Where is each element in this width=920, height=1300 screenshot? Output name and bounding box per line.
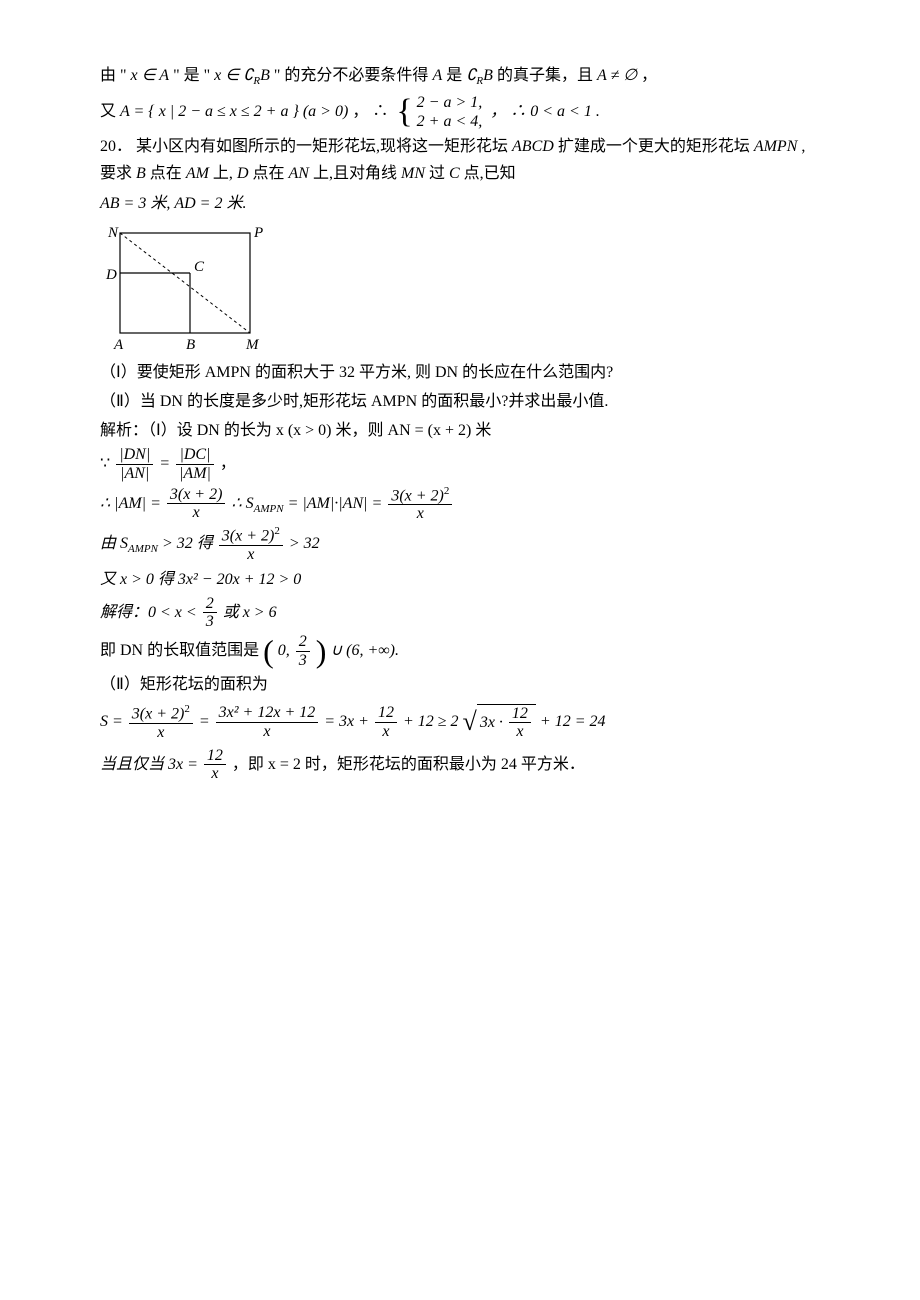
question-part-I: （Ⅰ）要使矩形 AMPN 的面积大于 32 平方米, 则 DN 的长应在什么范围… (100, 359, 820, 386)
math-A: A (432, 67, 442, 84)
solution-II-head: （Ⅱ）矩形花坛的面积为 (100, 671, 820, 698)
text: " 是 " (173, 67, 210, 84)
label-D: D (105, 267, 117, 283)
text: 是 (446, 67, 466, 84)
math-set-A: A = { x | 2 − a ≤ x ≤ 2 + a } (a > 0) (120, 103, 348, 120)
text: " 的充分不必要条件得 (274, 67, 433, 84)
text: 由 " (100, 67, 127, 84)
solution-I-AM: ∴ |AM| = 3(x + 2) x ∴ SAMPN = |AM|·|AN| … (100, 485, 820, 524)
math-x-in-A: x ∈ A (131, 67, 170, 84)
brace-system: { 2 − a > 1, 2 + a < 4, (396, 93, 482, 131)
frac-DC-AM: |DC| |AM| (176, 446, 214, 482)
label-M: M (245, 337, 260, 353)
label-C: C (194, 259, 205, 275)
math-x-in-complB: x ∈ ∁RB (214, 67, 274, 84)
frac-3xplus2sq-x: 3(x + 2)2 x (388, 485, 452, 524)
text: 又 (100, 103, 120, 120)
label-N: N (107, 225, 119, 241)
frac-DN-AN: |DN| |AN| (116, 446, 153, 482)
frac-2-3: 2 3 (203, 595, 217, 631)
label-P: P (253, 225, 263, 241)
text: ， (641, 67, 657, 84)
solution-I-ratio: ∵ |DN| |AN| = |DC| |AM| ， (100, 446, 820, 482)
math-complB: ∁RB (466, 67, 497, 84)
solution-I-ineq: 由 SAMPN > 32 得 3(x + 2)2 x > 32 (100, 525, 820, 564)
rectangle-diagram: N P D C A B M (100, 223, 270, 353)
question-20-given: AB = 3 米, AD = 2 米. (100, 190, 820, 217)
paragraph-proof-2: 又 A = { x | 2 − a ≤ x ≤ 2 + a } (a > 0) … (100, 93, 820, 131)
text: ， ∴ (352, 103, 388, 120)
label-B: B (186, 337, 195, 353)
solution-I-head: 解析：（Ⅰ）设 DN 的长为 x (x > 0) 米，则 AN = (x + 2… (100, 417, 820, 444)
solution-I-quadratic: 又 x > 0 得 3x² − 20x + 12 > 0 (100, 566, 820, 593)
text: 某小区内有如图所示的一矩形花坛,现将这一矩形花坛 (136, 138, 512, 155)
system-row-2: 2 + a < 4, (417, 113, 483, 130)
sqrt-expression: √ 3x · 12 x (463, 700, 536, 744)
question-20: 20． 某小区内有如图所示的一矩形花坛,现将这一矩形花坛 ABCD 扩建成一个更… (100, 133, 820, 187)
question-number: 20． (100, 138, 132, 155)
frac-2-3b: 2 3 (296, 633, 310, 669)
frac-ineq: 3(x + 2)2 x (219, 525, 283, 564)
paragraph-proof-1: 由 " x ∈ A " 是 " x ∈ ∁RB " 的充分不必要条件得 A 是 … (100, 62, 820, 91)
solution-II-iff: 当且仅当 3x = 12 x ，即 x = 2 时，矩形花坛的面积最小为 24 … (100, 747, 820, 783)
math-A-neq-empty: A ≠ ∅ (597, 67, 637, 84)
text: 的真子集，且 (497, 67, 597, 84)
frac-3xplus2-x: 3(x + 2) x (167, 486, 226, 522)
question-part-II: （Ⅱ）当 DN 的长度是多少时,矩形花坛 AMPN 的面积最小?并求出最小值. (100, 388, 820, 415)
solution-I-range: 即 DN 的长取值范围是 ( 0, 2 3 ) ∪ (6, +∞). (100, 633, 820, 669)
solution-I-solve: 解得：0 < x < 2 3 或 x > 6 (100, 595, 820, 631)
math-result: ， ∴ 0 < a < 1 . (490, 103, 600, 120)
label-A: A (113, 337, 124, 353)
system-row-1: 2 − a > 1, (417, 94, 483, 111)
solution-II-area: S = 3(x + 2)2 x = 3x² + 12x + 12 x = 3x … (100, 700, 820, 744)
